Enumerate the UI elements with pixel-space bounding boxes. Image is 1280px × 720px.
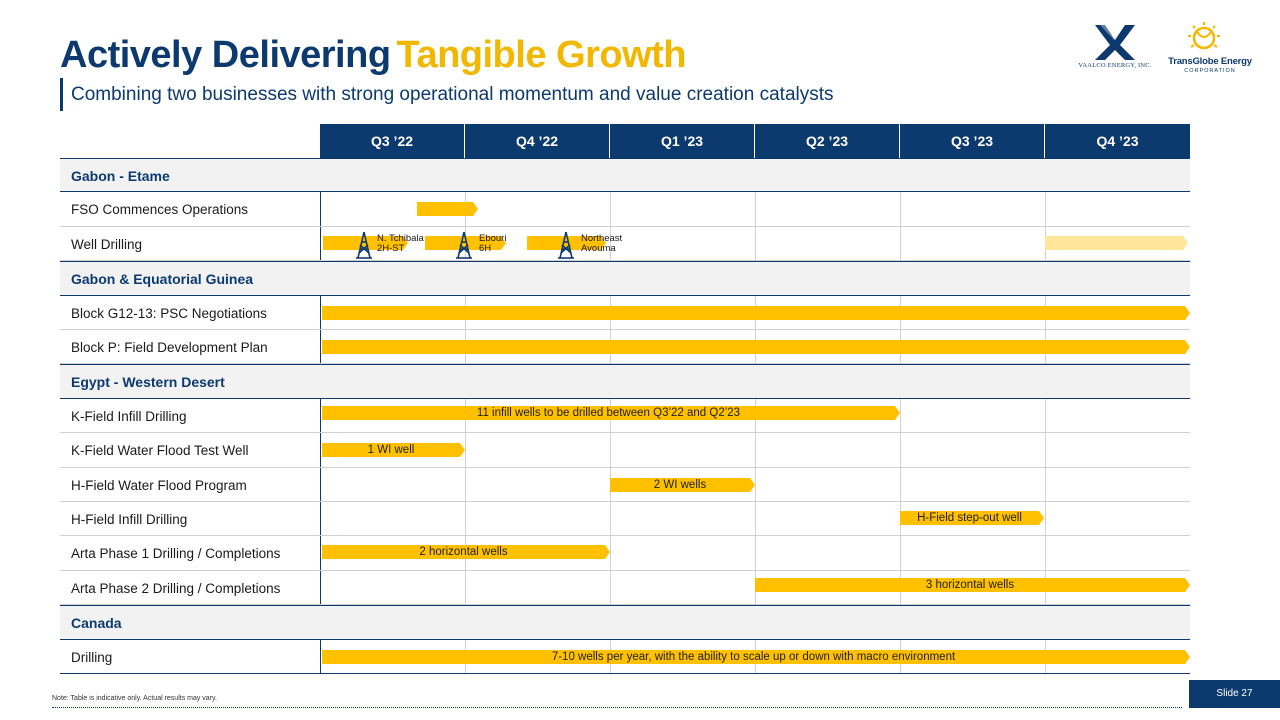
row-canada-drilling: Drilling 7-10 wells per year, with the a… bbox=[60, 639, 1190, 674]
rig-label-line2: 6H bbox=[479, 242, 492, 254]
rig-label-line2: Avouma bbox=[581, 242, 616, 254]
section-label: Egypt - Western Desert bbox=[71, 374, 225, 391]
row-label: H-Field Infill Drilling bbox=[71, 512, 188, 527]
row-h-field-water-flood: H-Field Water Flood Program 2 WI wells bbox=[60, 467, 1190, 502]
bar-label: 7-10 wells per year, with the ability to… bbox=[551, 650, 956, 663]
timeline-bar-k-field-infill: 11 infill wells to be drilled between Q3… bbox=[322, 405, 900, 420]
drilling-rig-icon bbox=[558, 231, 574, 259]
bar-label: H-Field step-out well bbox=[917, 512, 1022, 524]
row-block-g12-13: Block G12-13: PSC Negotiations bbox=[60, 295, 1190, 330]
timeline-bar-future-drilling bbox=[1045, 235, 1188, 250]
timeline-bar-field-development-plan bbox=[322, 340, 1190, 354]
transglobe-globe-icon bbox=[1188, 22, 1220, 50]
rig-label-line1: Ebouri bbox=[479, 232, 507, 244]
vaalco-logo: VAALCO ENERGY, INC. bbox=[1070, 22, 1160, 74]
timeline-bar-fso bbox=[417, 202, 478, 217]
section-label: Gabon & Equatorial Guinea bbox=[71, 271, 254, 288]
row-label: Well Drilling bbox=[71, 236, 143, 252]
title-part-2: Tangible Growth bbox=[396, 34, 687, 76]
rig-label-line2: 2H-ST bbox=[377, 242, 405, 254]
drilling-rig-icon bbox=[456, 231, 472, 259]
transglobe-logo-subtext: CORPORATION bbox=[1184, 68, 1236, 74]
transglobe-logo: TransGlobe Energy CORPORATION bbox=[1164, 20, 1256, 76]
row-label: Block G12-13: PSC Negotiations bbox=[71, 305, 267, 321]
bar-label: 1 WI well bbox=[367, 444, 415, 457]
row-arta-phase-1: Arta Phase 1 Drilling / Completions 2 ho… bbox=[60, 536, 1190, 571]
row-label: Arta Phase 2 Drilling / Completions bbox=[71, 580, 281, 596]
drilling-rig-icon bbox=[356, 231, 372, 259]
row-h-field-infill: H-Field Infill Drilling H-Field step-out… bbox=[60, 502, 1190, 537]
quarter-header-q4-23: Q4 ’23 bbox=[1045, 124, 1190, 158]
row-label: K-Field Infill Drilling bbox=[71, 408, 187, 424]
timeline-bar-canada-drilling: 7-10 wells per year, with the ability to… bbox=[322, 649, 1190, 664]
vaalco-logo-text: VAALCO ENERGY, INC. bbox=[1078, 62, 1152, 69]
slide-number: Slide 27 bbox=[1189, 680, 1280, 708]
section-canada: Canada bbox=[60, 605, 1190, 640]
quarter-header-q1-23: Q1 ’23 bbox=[610, 124, 755, 158]
quarter-header-q2-23: Q2 ’23 bbox=[755, 124, 900, 158]
row-k-field-water-flood: K-Field Water Flood Test Well 1 WI well bbox=[60, 433, 1190, 468]
rig-label-line1: Northeast bbox=[581, 232, 623, 244]
row-label: Drilling bbox=[71, 649, 113, 665]
quarter-header-q4-22: Q4 ’22 bbox=[465, 124, 610, 158]
section-label: Gabon - Etame bbox=[71, 168, 170, 184]
vaalco-mark-icon bbox=[1095, 25, 1135, 60]
transglobe-logo-text: TransGlobe Energy bbox=[1168, 56, 1252, 67]
footnote: Note: Table is indicative only. Actual r… bbox=[52, 695, 217, 702]
row-label: FSO Commences Operations bbox=[71, 202, 249, 218]
row-k-field-infill: K-Field Infill Drilling 11 infill wells … bbox=[60, 398, 1190, 434]
section-gabon-etame: Gabon - Etame bbox=[60, 158, 1190, 193]
row-label: Block P: Field Development Plan bbox=[71, 340, 268, 355]
timeline-bar-h-field-step-out: H-Field step-out well bbox=[900, 511, 1044, 525]
quarter-header-row: Q3 ’22 Q4 ’22 Q1 ’23 Q2 ’23 Q3 ’23 Q4 ’2… bbox=[320, 124, 1190, 158]
subtitle-accent-bar bbox=[60, 78, 63, 111]
bar-label: 2 WI wells bbox=[653, 478, 707, 491]
section-egypt-western-desert: Egypt - Western Desert bbox=[60, 364, 1190, 399]
row-arta-phase-2: Arta Phase 2 Drilling / Completions 3 ho… bbox=[60, 570, 1190, 606]
bar-label: 3 horizontal wells bbox=[925, 578, 1015, 591]
row-block-p: Block P: Field Development Plan bbox=[60, 330, 1190, 365]
row-label: H-Field Water Flood Program bbox=[71, 477, 247, 493]
rig-label-line1: N. Tchibala bbox=[377, 232, 424, 244]
quarter-header-q3-22: Q3 ’22 bbox=[320, 124, 465, 158]
row-fso-operations: FSO Commences Operations bbox=[60, 192, 1190, 227]
timeline-bar-h-field-water-flood: 2 WI wells bbox=[610, 477, 755, 492]
timeline-bar-k-field-water-flood: 1 WI well bbox=[322, 443, 465, 458]
bar-label: 11 infill wells to be drilled between Q3… bbox=[476, 406, 741, 419]
section-label: Canada bbox=[71, 615, 122, 632]
section-gabon-equatorial-guinea: Gabon & Equatorial Guinea bbox=[60, 261, 1190, 296]
timeline-bar-psc-negotiations bbox=[322, 305, 1190, 320]
footer-divider bbox=[52, 707, 1182, 708]
timeline-bar-arta-phase-1: 2 horizontal wells bbox=[322, 545, 610, 560]
timeline-bar-n-tchibala bbox=[323, 235, 408, 250]
bar-label: 2 horizontal wells bbox=[419, 546, 508, 559]
quarter-header-q3-23: Q3 ’23 bbox=[900, 124, 1045, 158]
row-label: Arta Phase 1 Drilling / Completions bbox=[71, 546, 281, 562]
row-label: K-Field Water Flood Test Well bbox=[71, 443, 249, 459]
title-part-1: Actively Delivering bbox=[60, 34, 391, 76]
timeline-bar-ebouri bbox=[425, 235, 506, 250]
row-well-drilling: Well Drilling N. Tchibala 2H-ST Ebouri 6… bbox=[60, 226, 1190, 262]
timeline-bar-arta-phase-2: 3 horizontal wells bbox=[755, 577, 1190, 592]
page-subtitle: Combining two businesses with strong ope… bbox=[71, 84, 834, 105]
page-title: Actively Delivering Tangible Growth bbox=[60, 34, 687, 77]
